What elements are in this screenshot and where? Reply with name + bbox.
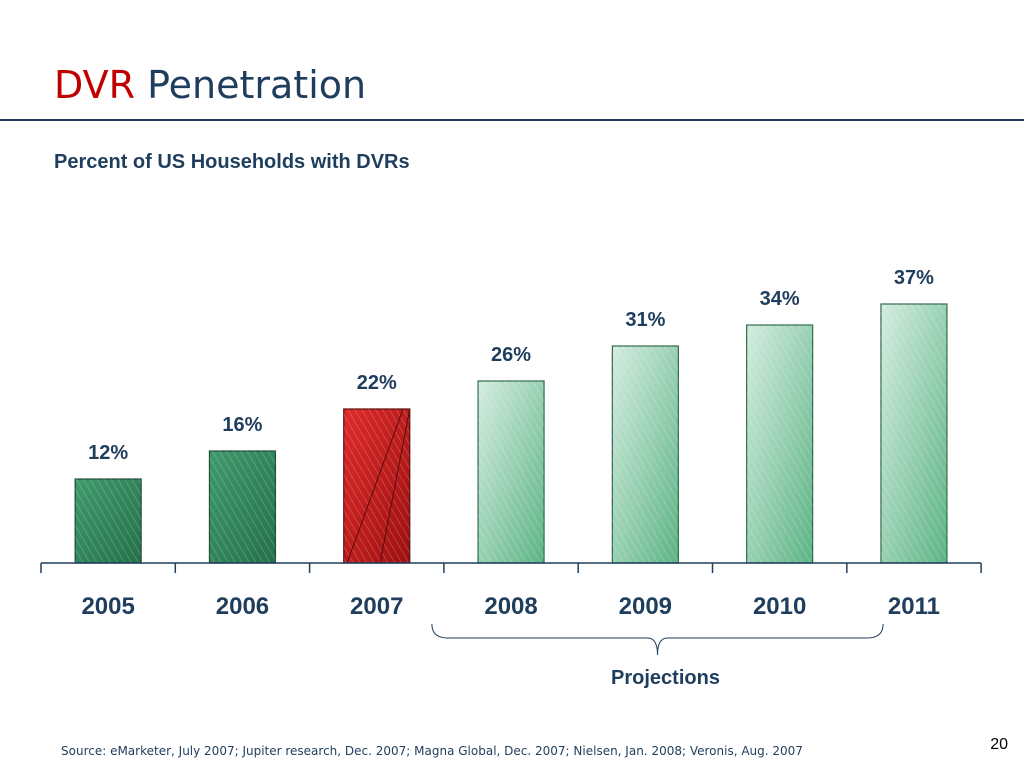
bar-2007 — [343, 408, 411, 564]
bar-2005 — [74, 478, 142, 564]
projection-label: Projections — [611, 667, 720, 689]
title-rest: Penetration — [147, 63, 367, 107]
page-number: 20 — [990, 736, 1008, 753]
bar-2011 — [880, 303, 948, 564]
source-note: Source: eMarketer, July 2007; Jupiter re… — [61, 744, 803, 758]
data-label-2005: 12% — [88, 442, 128, 464]
x-tick-label-2010: 2010 — [753, 593, 806, 620]
x-tick-label-2011: 2011 — [888, 593, 940, 620]
x-tick-label-2008: 2008 — [484, 593, 537, 620]
data-label-2008: 26% — [491, 344, 531, 366]
x-tick-label-2006: 2006 — [216, 593, 269, 620]
bar-2006 — [208, 450, 277, 564]
data-label-2007: 22% — [357, 372, 397, 394]
bar-2010 — [746, 324, 814, 564]
chart-title: Percent of US Households with DVRs — [54, 151, 410, 173]
x-tick-label-2005: 2005 — [81, 593, 134, 620]
bar-2008 — [477, 380, 545, 564]
bar-2009 — [611, 345, 679, 564]
title-divider — [0, 119, 1024, 121]
title-accent: DVR — [54, 63, 135, 107]
data-label-2010: 34% — [760, 288, 800, 310]
x-tick-label-2007: 2007 — [350, 593, 403, 620]
data-label-2006: 16% — [222, 414, 262, 436]
slide-title: DVR Penetration — [54, 66, 366, 104]
data-label-2009: 31% — [625, 309, 665, 331]
projection-brace — [431, 623, 884, 656]
bar-chart: 12% 16% 22% 26% 31% 34% 37% 2005 2006 2007 2008 20… — [40, 267, 982, 689]
x-tick-label-2009: 2009 — [619, 593, 672, 620]
data-label-2011: 37% — [894, 267, 934, 289]
